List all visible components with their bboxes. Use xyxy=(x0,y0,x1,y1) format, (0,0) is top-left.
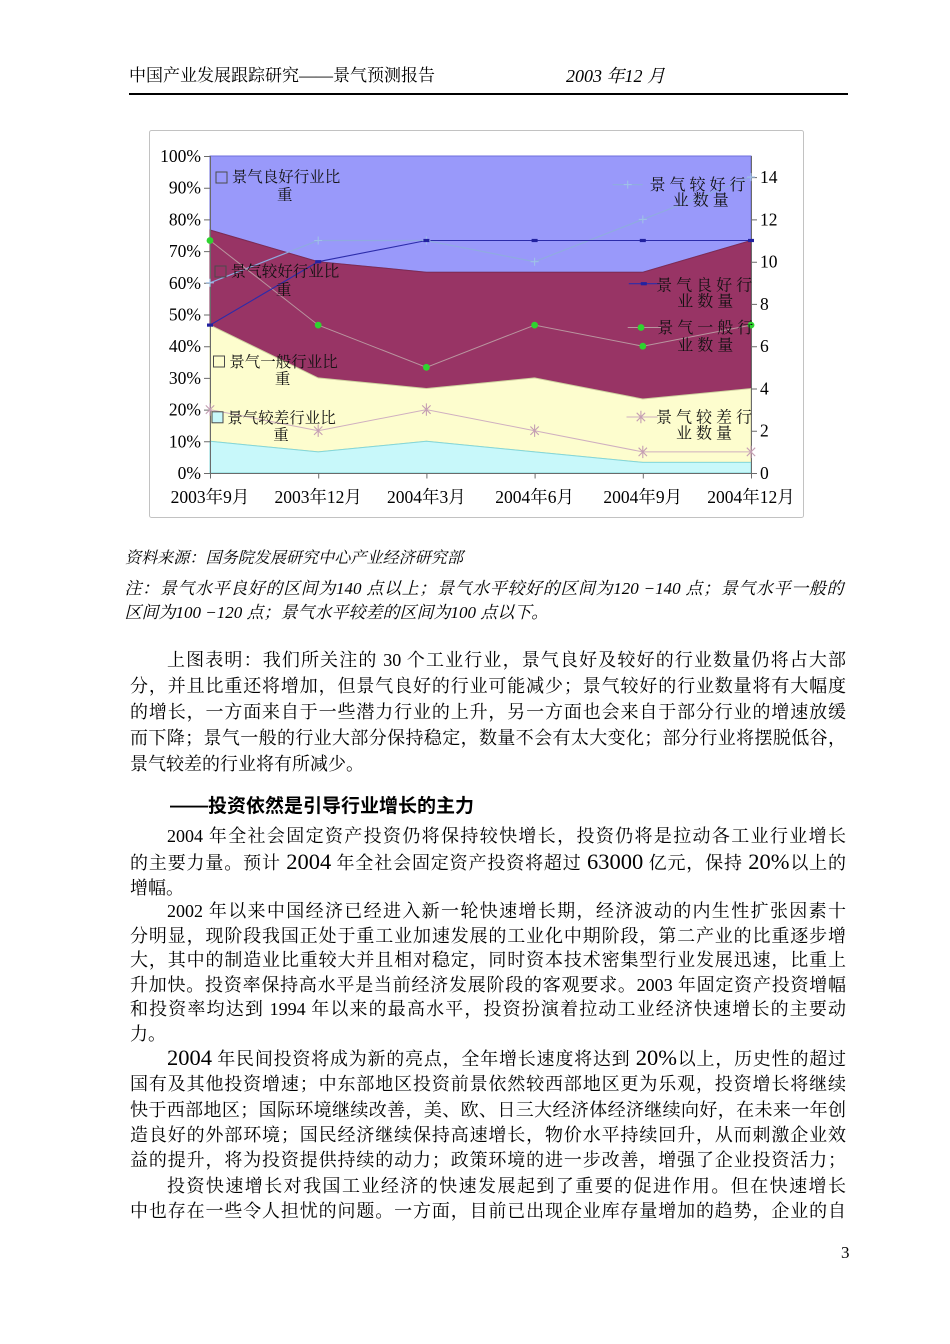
svg-text:业数量: 业数量 xyxy=(677,336,737,354)
svg-text:100%: 100% xyxy=(160,146,201,166)
svg-text:40%: 40% xyxy=(169,336,201,356)
svg-text:70%: 70% xyxy=(169,241,201,261)
svg-text:12: 12 xyxy=(760,209,778,229)
svg-text:景气良好行: 景气良好行 xyxy=(656,276,756,294)
svg-text:重: 重 xyxy=(275,370,291,388)
svg-text:业数量: 业数量 xyxy=(673,192,733,210)
svg-text:60%: 60% xyxy=(169,273,201,293)
svg-text:0%: 0% xyxy=(178,463,201,483)
svg-text:80%: 80% xyxy=(169,209,201,229)
svg-text:2004年9月: 2004年9月 xyxy=(603,487,682,507)
svg-text:重: 重 xyxy=(276,281,292,299)
svg-text:6: 6 xyxy=(760,336,769,356)
svg-text:2003年12月: 2003年12月 xyxy=(274,487,362,507)
svg-text:90%: 90% xyxy=(169,178,201,198)
svg-text:20%: 20% xyxy=(169,400,201,420)
svg-text:14: 14 xyxy=(760,167,778,187)
svg-text:2004年12月: 2004年12月 xyxy=(707,487,795,507)
svg-text:景气较差行业比: 景气较差行业比 xyxy=(227,409,336,427)
svg-text:景气较好行: 景气较好行 xyxy=(649,176,749,194)
svg-text:4: 4 xyxy=(760,379,769,399)
svg-text:重: 重 xyxy=(277,186,293,204)
svg-text:30%: 30% xyxy=(169,368,201,388)
svg-text:2004年3月: 2004年3月 xyxy=(387,487,466,507)
svg-text:2003年9月: 2003年9月 xyxy=(171,487,250,507)
svg-text:景气一般行业比: 景气一般行业比 xyxy=(229,353,338,371)
svg-text:8: 8 xyxy=(760,294,769,314)
svg-text:2004年6月: 2004年6月 xyxy=(495,487,574,507)
svg-text:景气较差行: 景气较差行 xyxy=(656,409,756,427)
svg-text:重: 重 xyxy=(273,426,289,444)
svg-text:业数量: 业数量 xyxy=(676,425,736,443)
svg-text:0: 0 xyxy=(760,463,769,483)
svg-text:10: 10 xyxy=(760,252,778,272)
svg-text:10%: 10% xyxy=(169,431,201,451)
svg-text:业数量: 业数量 xyxy=(677,293,737,311)
svg-text:景气良好行业比: 景气良好行业比 xyxy=(232,168,341,186)
svg-text:50%: 50% xyxy=(169,305,201,325)
svg-text:景气较好行业比: 景气较好行业比 xyxy=(231,263,340,281)
svg-text:2: 2 xyxy=(760,421,769,441)
svg-text:景气一般行: 景气一般行 xyxy=(657,319,757,337)
